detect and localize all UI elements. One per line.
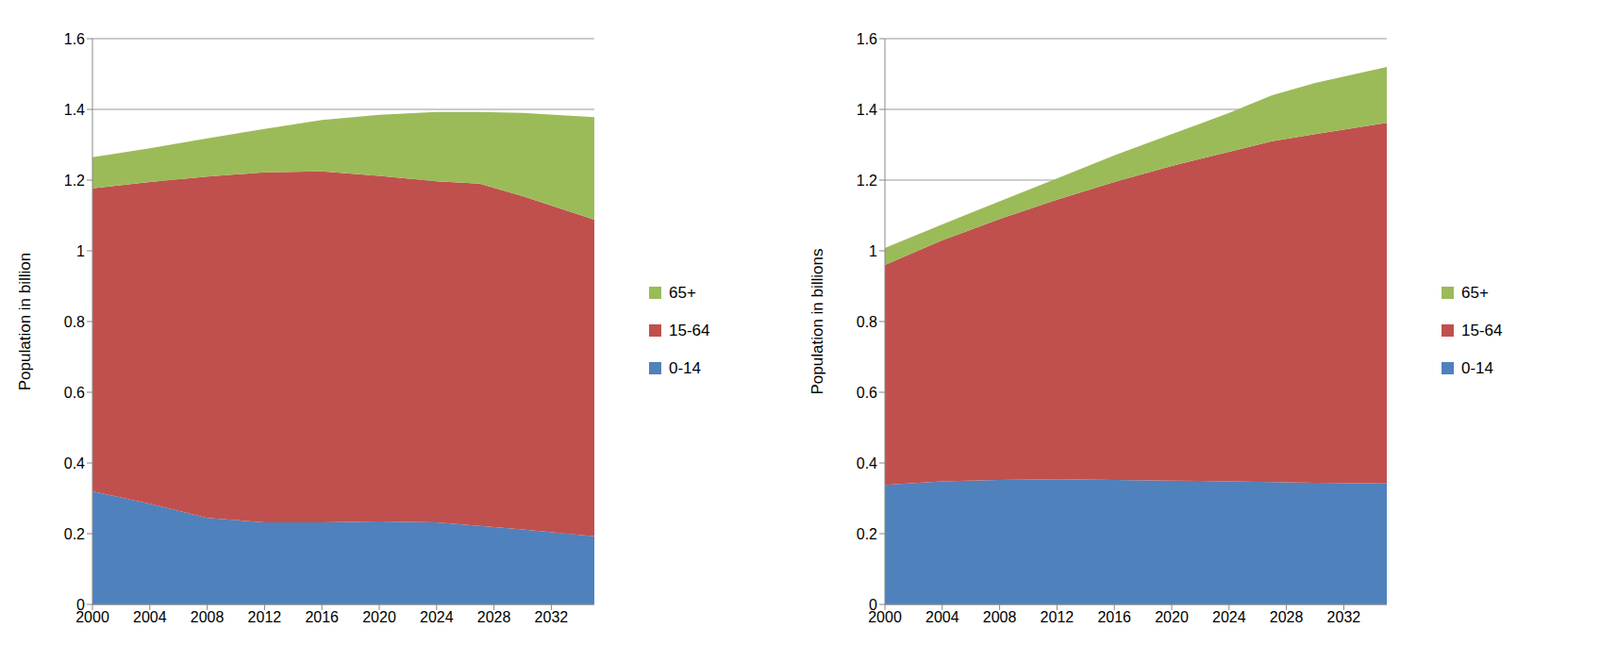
svg-text:2028: 2028 [477,609,512,626]
svg-text:0: 0 [76,596,85,613]
html-text:15-64: 15-64 [668,321,710,340]
svg-text:1: 1 [76,242,85,259]
svg-text:2032: 2032 [534,609,569,626]
svg-text:0.8: 0.8 [856,313,878,330]
svg-text:2008: 2008 [983,609,1017,626]
svg-text:2000: 2000 [75,609,110,626]
html-text:65+: 65+ [668,283,697,302]
svg-text:0: 0 [868,596,878,613]
svg-text:1.2: 1.2 [64,171,85,188]
svg-text:2000: 2000 [868,609,902,626]
html-text:65+: 65+ [1461,283,1489,302]
svg-text:1.6: 1.6 [64,30,85,47]
svg-text:2024: 2024 [419,609,454,626]
svg-text:0.6: 0.6 [856,383,878,400]
svg-text:1: 1 [868,242,878,259]
svg-text:2016: 2016 [304,609,339,626]
svg-text:2012: 2012 [1040,609,1075,626]
svg-text:0.4: 0.4 [64,454,85,471]
svg-text:0.2: 0.2 [64,525,85,542]
svg-text:1.6: 1.6 [856,30,878,47]
svg-text:0.2: 0.2 [856,525,878,542]
html-text:15-64: 15-64 [1461,321,1503,340]
svg-text:2008: 2008 [190,609,225,626]
svg-text:1.2: 1.2 [856,171,878,188]
svg-text:2028: 2028 [1269,609,1304,626]
svg-text:0.4: 0.4 [856,454,878,471]
svg-text:0.8: 0.8 [64,313,85,330]
svg-text:2016: 2016 [1097,609,1132,626]
svg-text:2032: 2032 [1327,609,1362,626]
svg-text:2004: 2004 [133,609,167,626]
svg-text:1.4: 1.4 [64,100,85,117]
svg-text:2004: 2004 [925,609,960,626]
svg-text:2020: 2020 [1154,609,1189,626]
svg-text:0.6: 0.6 [64,383,85,400]
svg-text:2012: 2012 [248,609,283,626]
svg-text:Population in billion: Population in billion [16,251,34,391]
svg-text:1.4: 1.4 [856,100,878,117]
svg-text:2020: 2020 [362,609,397,626]
svg-text:2024: 2024 [1212,609,1247,626]
html-text:0-14: 0-14 [668,358,701,377]
svg-text:Population in billions: Population in billions [808,248,827,395]
html-text:0-14: 0-14 [1461,358,1494,377]
